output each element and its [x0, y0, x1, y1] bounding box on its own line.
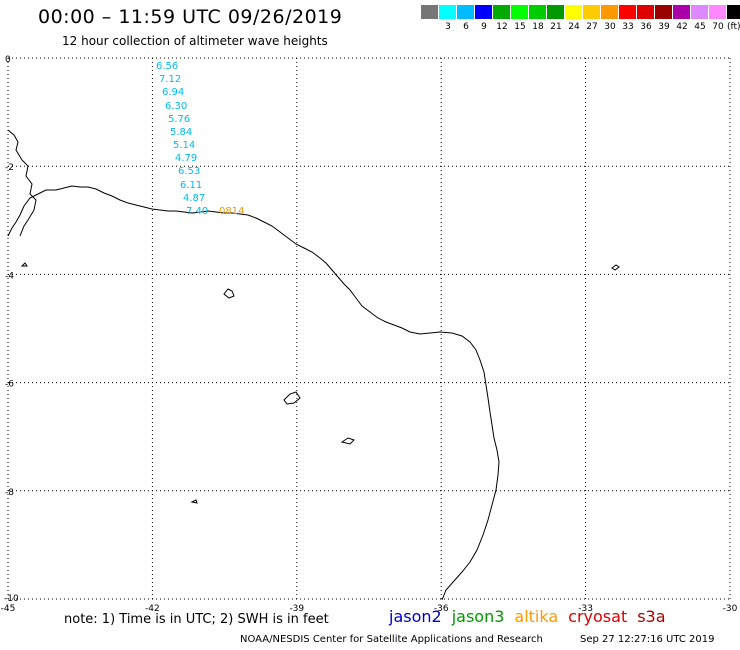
axis-tick-labels: -45 -42 -39 -36 -33 -30 0 -2 -4 -6 -8 -10	[1, 55, 738, 614]
island-c	[340, 437, 355, 445]
swh-value-altika: 0814	[219, 206, 244, 217]
legend-label: 24	[568, 22, 580, 32]
legend-label: 36	[640, 22, 652, 32]
island-f	[190, 499, 198, 504]
coastline	[7, 129, 620, 601]
legend-label: 15	[514, 22, 526, 32]
legend-swatch	[709, 5, 727, 19]
island-e	[20, 262, 28, 267]
map-title: 00:00 – 11:59 UTC 09/26/2019	[38, 6, 343, 28]
x-tick-label: -30	[723, 604, 738, 614]
legend-swatch	[619, 5, 637, 19]
swh-value: 6.94	[162, 87, 184, 98]
island-a	[223, 288, 235, 299]
satellite-altika: altika	[514, 607, 559, 626]
y-tick-label: -10	[4, 594, 19, 604]
swh-value: 6.53	[178, 166, 200, 177]
y-tick-label: -8	[5, 488, 14, 498]
x-tick-label: -42	[145, 604, 160, 614]
x-tick-label: -39	[289, 604, 304, 614]
legend-swatch	[637, 5, 655, 19]
legend-label: 42	[676, 22, 688, 32]
legend-swatch	[457, 5, 475, 19]
legend-label: 9	[481, 22, 487, 32]
legend-label: 27	[586, 22, 598, 32]
swh-value: 4.79	[175, 153, 197, 164]
legend-swatch	[565, 5, 583, 19]
coastline-west	[7, 129, 37, 237]
legend-swatch	[529, 5, 547, 19]
credit-text: NOAA/NESDIS Center for Satellite Applica…	[240, 634, 543, 645]
swh-value: 5.84	[170, 127, 192, 138]
satellite-s3a: s3a	[637, 607, 666, 626]
satellite-jason2: jason2	[389, 607, 442, 626]
legend-swatch	[547, 5, 565, 19]
swh-value: 6.11	[180, 180, 202, 191]
map-subtitle: 12 hour collection of altimeter wave hei…	[62, 34, 328, 48]
legend-label: 70	[712, 22, 724, 32]
y-tick-label: 0	[5, 55, 11, 65]
satellite-cryosat: cryosat	[568, 607, 628, 626]
swh-value: 5.14	[173, 140, 195, 151]
legend-labels: 3 6 9 12 15 18 21 24 27 30 33 36 39 42 45 70 (ft)	[421, 22, 740, 32]
legend-label: 30	[604, 22, 616, 32]
swh-value: 7.12	[159, 74, 181, 85]
legend-swatch	[601, 5, 619, 19]
coastline-mainland	[7, 185, 500, 601]
legend-label: 3	[445, 22, 451, 32]
island-b	[283, 391, 301, 405]
color-legend: 3 6 9 12 15 18 21 24 27 30 33 36 39 42 45 70 (ft)	[421, 5, 740, 32]
satellite-legend: jason2 jason3 altika cryosat s3a	[389, 607, 676, 626]
legend-swatches	[421, 5, 740, 19]
y-tick-label: -6	[5, 380, 14, 390]
generation-timestamp: Sep 27 12:27:16 UTC 2019	[580, 634, 715, 645]
legend-label: 45	[694, 22, 706, 32]
legend-swatch	[439, 5, 457, 19]
legend-unit: (ft)	[727, 22, 740, 32]
footer-note: note: 1) Time is in UTC; 2) SWH is in fe…	[64, 612, 329, 627]
legend-swatch	[691, 5, 709, 19]
legend-label: 21	[550, 22, 562, 32]
legend-swatch	[727, 5, 740, 19]
map-grid	[7, 57, 731, 600]
swh-value: 6.30	[165, 101, 187, 112]
legend-label: 39	[658, 22, 670, 32]
legend-swatch	[493, 5, 511, 19]
x-tick-label: -45	[1, 604, 16, 614]
legend-swatch	[673, 5, 691, 19]
swh-value: 7.40	[186, 206, 208, 217]
legend-label: 33	[622, 22, 634, 32]
legend-label: 6	[463, 22, 469, 32]
swh-value: 4.87	[183, 193, 205, 204]
legend-swatch	[655, 5, 673, 19]
observation-labels: 6.56 7.12 6.94 6.30 5.76 5.84 5.14 4.79 6.53 6.11…	[156, 61, 244, 217]
island-d	[611, 264, 620, 271]
x-tick-label: -33	[578, 604, 593, 614]
swh-value: 5.76	[168, 114, 190, 125]
legend-swatch	[475, 5, 493, 19]
satellite-jason3: jason3	[451, 607, 505, 626]
legend-swatch	[583, 5, 601, 19]
y-tick-label: -4	[5, 271, 14, 281]
legend-swatch	[511, 5, 529, 19]
legend-label: 12	[496, 22, 508, 32]
x-tick-label: -36	[434, 604, 449, 614]
legend-swatch	[421, 5, 439, 19]
legend-label: 18	[532, 22, 544, 32]
y-tick-label: -2	[5, 163, 14, 173]
swh-value: 6.56	[156, 61, 178, 72]
